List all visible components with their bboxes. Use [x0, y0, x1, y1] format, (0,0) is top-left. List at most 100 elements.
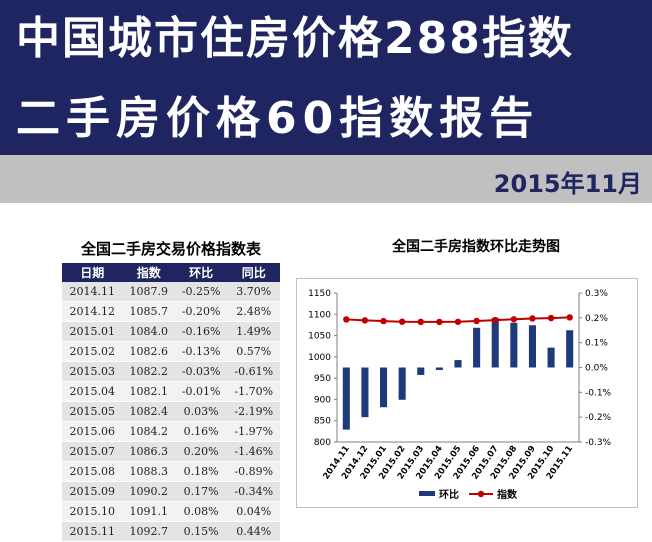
point-index	[380, 317, 387, 325]
table-cell: 2015.10	[62, 501, 123, 522]
table-cell: 0.57%	[227, 341, 280, 362]
bar-mom	[361, 367, 369, 418]
table-cell: 0.15%	[174, 521, 228, 542]
point-index	[547, 314, 555, 322]
table-cell: -1.70%	[227, 381, 280, 402]
table-cell: -1.46%	[227, 441, 280, 462]
table-body: 2014.11 1087.9 -0.25% 3.70% 2014.12 1085.7 -0.…	[62, 282, 280, 542]
table-row: 2015.03 1082.2 -0.03% -0.61%	[62, 361, 280, 382]
report-title-line1: 中国城市住房价格288指数	[16, 13, 574, 64]
bar-mom	[566, 330, 574, 368]
bar-mom	[342, 367, 350, 430]
bar-mom	[547, 347, 555, 368]
table-cell: 0.04%	[227, 501, 280, 522]
y-left-tick-label: 800	[314, 438, 331, 448]
y-right-tick-label: -0.3%	[585, 438, 612, 448]
table-cell: 2015.09	[62, 481, 123, 502]
table-cell: 1084.0	[122, 321, 175, 342]
y-left-tick-label: 1050	[308, 332, 331, 342]
table-cell: 0.03%	[174, 401, 228, 422]
table-row: 2015.05 1082.4 0.03% -2.19%	[62, 401, 280, 422]
table-cell: 1082.4	[122, 401, 175, 422]
y-left-tick-label: 900	[314, 395, 331, 405]
chart-frame: 800 850 900 950 1000 1050 1100 1150 -0.3% -0.2% -0…	[296, 278, 638, 508]
column-header: 指数	[122, 263, 175, 282]
point-index	[436, 318, 443, 326]
legend-label-index: 指数	[497, 488, 518, 501]
column-header: 日期	[62, 263, 123, 282]
y-right-tick-label: 0.2%	[585, 314, 608, 324]
y-right-tick-label: 0.1%	[585, 339, 608, 349]
y-left-tick-label: 850	[314, 417, 331, 427]
point-index	[361, 317, 369, 324]
table-cell: -0.25%	[174, 282, 228, 302]
table-cell: 1086.3	[122, 441, 175, 462]
table-cell: -0.61%	[227, 361, 280, 382]
table-cell: 2015.05	[62, 401, 123, 422]
point-index	[529, 315, 536, 322]
table-cell: 2015.01	[62, 321, 123, 342]
table-cell: 1085.7	[122, 301, 175, 322]
y-left-tick-label: 950	[314, 374, 331, 384]
table-row: 2015.06 1084.2 0.16% -1.97%	[62, 421, 280, 442]
table-cell: 1084.2	[122, 421, 175, 442]
bar-mom	[417, 367, 425, 375]
table-cell: 1082.2	[122, 361, 175, 382]
bar-mom	[510, 322, 518, 368]
table-row: 2015.11 1092.7 0.15% 0.44%	[62, 521, 280, 542]
table-cell: -0.01%	[174, 381, 228, 402]
table-cell: 0.17%	[174, 481, 228, 502]
bar-mom	[398, 367, 406, 400]
table-cell: 0.18%	[174, 461, 228, 482]
table-cell: 1082.6	[122, 341, 175, 362]
table-cell: 1092.7	[122, 521, 175, 542]
table-cell: -1.97%	[227, 421, 280, 442]
table-row: 2015.04 1082.1 -0.01% -1.70%	[62, 381, 280, 402]
table-cell: 3.70%	[227, 282, 280, 302]
table-cell: 1087.9	[122, 282, 175, 302]
table-title: 全国二手房交易价格指数表	[80, 240, 261, 258]
legend-label-mom: 环比	[439, 488, 459, 501]
table-cell: 2015.11	[62, 521, 123, 542]
table-cell: 2015.04	[62, 381, 123, 402]
table-cell: 2015.03	[62, 361, 123, 382]
y-right-tick-label: 0.3%	[585, 289, 608, 299]
table-cell: 1082.1	[122, 381, 175, 402]
bar-mom	[473, 327, 481, 368]
point-index	[454, 318, 462, 325]
table-cell: -0.13%	[174, 341, 228, 362]
y-right-tick-label: -0.1%	[585, 388, 612, 398]
table-row: 2015.09 1090.2 0.17% -0.34%	[62, 481, 280, 502]
table-cell: 0.08%	[174, 501, 228, 522]
y-right-tick-label: -0.2%	[585, 413, 612, 423]
table-cell: 2015.02	[62, 341, 123, 362]
table-row: 2015.07 1086.3 0.20% -1.46%	[62, 441, 280, 462]
table-row: 2015.01 1084.0 -0.16% 1.49%	[62, 321, 280, 342]
table-cell: -0.16%	[174, 321, 228, 342]
table-cell: -0.34%	[227, 481, 280, 502]
table-row: 2015.02 1082.6 -0.13% 0.57%	[62, 341, 280, 362]
table-row: 2015.08 1088.3 0.18% -0.89%	[62, 461, 280, 482]
table-cell: -2.19%	[227, 401, 280, 422]
report-date: 2015年11月	[493, 170, 642, 198]
point-index	[473, 317, 480, 325]
table-cell: -0.89%	[227, 461, 280, 482]
bar-mom	[491, 317, 499, 368]
date-band: 2015年11月	[0, 155, 652, 203]
table-cell: 1.49%	[227, 321, 280, 342]
chart-title: 全国二手房指数环比走势图	[392, 239, 560, 255]
table-cell: 2.48%	[227, 301, 280, 322]
table-cell: 1091.1	[122, 501, 175, 522]
bar-mom	[380, 367, 388, 408]
table-row: 2014.12 1085.7 -0.20% 2.48%	[62, 301, 280, 322]
point-index	[417, 318, 424, 326]
table-cell: 0.44%	[227, 521, 280, 542]
bar-mom	[454, 360, 462, 368]
mom-trend-chart: 800 850 900 950 1000 1050 1100 1150 -0.3% -0.2% -0…	[308, 289, 612, 501]
y-left-tick-label: 1000	[308, 353, 331, 363]
table-cell: 2014.12	[62, 301, 123, 322]
table-cell: -0.03%	[174, 361, 228, 382]
bar-mom	[528, 325, 536, 368]
table-header-row: 日期 指数 环比 同比	[62, 263, 280, 282]
column-header: 环比	[174, 263, 228, 282]
